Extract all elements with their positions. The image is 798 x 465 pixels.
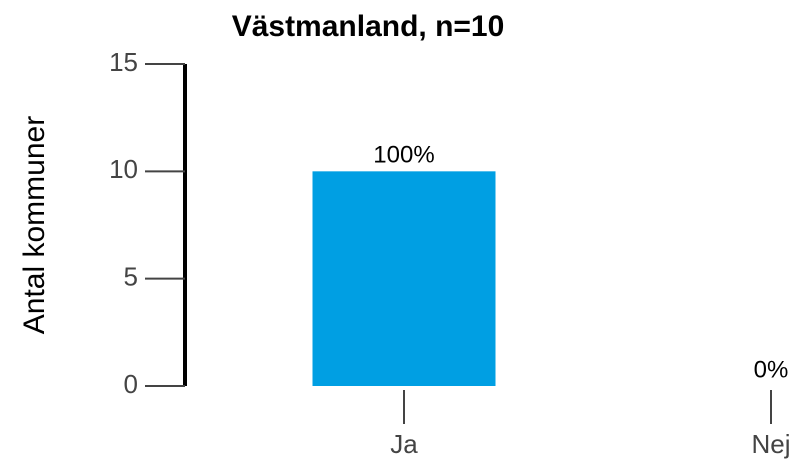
x-tick-label: Nej bbox=[751, 429, 790, 459]
y-axis-label: Antal kommuner bbox=[18, 116, 51, 334]
y-tick-label: 15 bbox=[109, 47, 138, 77]
y-tick-label: 5 bbox=[124, 262, 138, 292]
chart-title: Västmanland, n=10 bbox=[232, 10, 505, 43]
x-tick-label: Ja bbox=[390, 429, 418, 459]
y-tick-label: 0 bbox=[124, 369, 138, 399]
value-label: 0% bbox=[754, 356, 789, 383]
value-label: 100% bbox=[373, 142, 434, 169]
y-tick-label: 10 bbox=[109, 154, 138, 184]
bar bbox=[312, 171, 496, 386]
